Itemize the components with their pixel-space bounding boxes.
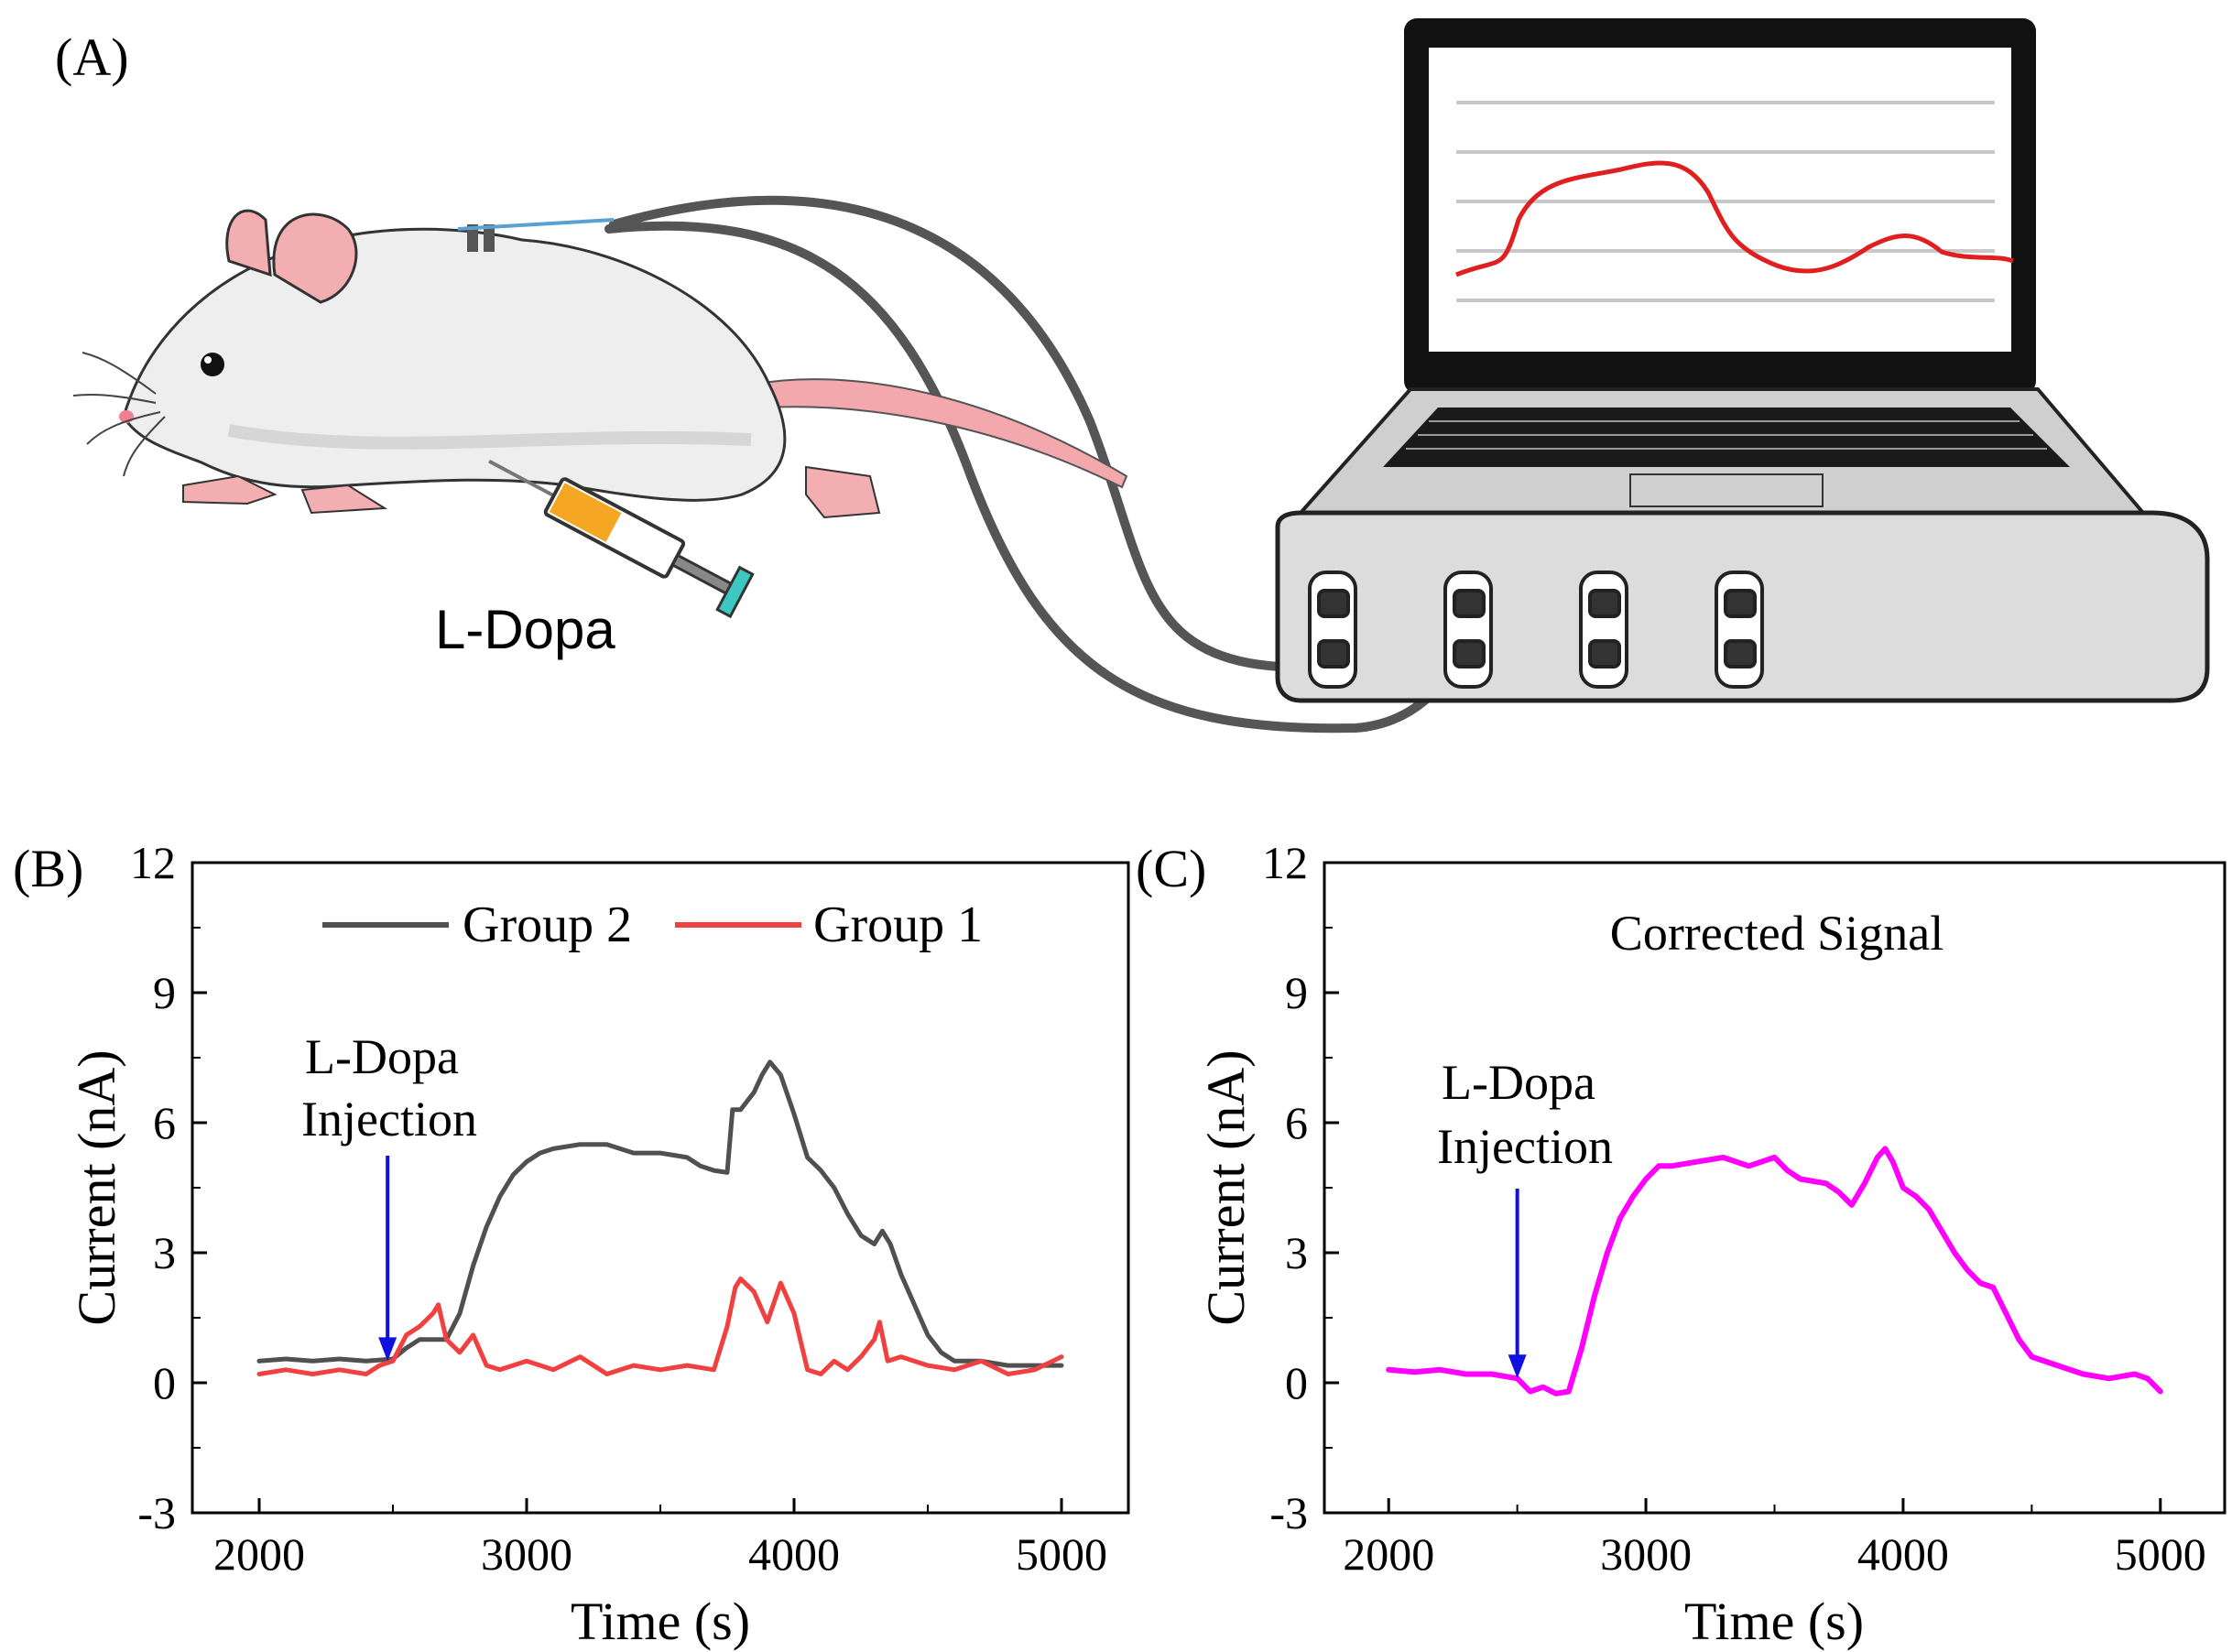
y-tick-label: 0 xyxy=(153,1357,176,1408)
electrode-cables xyxy=(604,195,1470,734)
y-tick-label: 3 xyxy=(153,1227,176,1278)
chart-b-plot-frame xyxy=(191,861,1130,1515)
panel-b-label: (B) xyxy=(13,839,83,898)
laptop-keyboard xyxy=(1383,408,2070,467)
chart-c-title: Corrected Signal xyxy=(1610,906,1943,961)
syringe-label: L-Dopa xyxy=(435,599,615,660)
series-line-group-2 xyxy=(256,1060,1064,1368)
chart-c-annotation: L-Dopa Injection xyxy=(1437,1055,1613,1379)
x-tick-label: 4000 xyxy=(748,1528,840,1580)
injection-arrowhead-c xyxy=(1508,1354,1527,1379)
x-tick-label: 4000 xyxy=(1857,1528,1949,1580)
x-tick-label: 2000 xyxy=(1343,1528,1434,1580)
device-ports xyxy=(1308,571,1764,689)
y-tick-label: 6 xyxy=(1285,1097,1308,1148)
laptop-trackpad xyxy=(1629,473,1824,507)
x-tick-label: 5000 xyxy=(1016,1528,1107,1580)
panel-c-label: (C) xyxy=(1136,839,1206,898)
y-tick-label: 9 xyxy=(153,967,176,1018)
y-tick-label: 9 xyxy=(1285,967,1308,1018)
y-tick-label: 3 xyxy=(1285,1227,1308,1278)
mouse-ear xyxy=(272,212,358,304)
y-tick-label: 12 xyxy=(1262,837,1308,888)
x-tick-label: 3000 xyxy=(481,1528,572,1580)
annotation-c-line1: L-Dopa xyxy=(1442,1055,1595,1110)
annotation-c-line2: Injection xyxy=(1437,1119,1613,1174)
chart-c-xlabel: Time (s) xyxy=(1684,1592,1864,1651)
y-tick-label: 12 xyxy=(130,837,176,888)
chart-c: 2000 3000 4000 5000 -3 0 3 6 9 12 Corrected Signa… xyxy=(1196,837,2227,1651)
chart-c-ylabel: Current (nA) xyxy=(1196,1049,1256,1325)
series-line-corrected-signal xyxy=(1386,1146,2163,1397)
syringe-icon xyxy=(488,459,755,619)
y-tick-label: 6 xyxy=(153,1097,176,1148)
legend-label-group-1: Group 1 xyxy=(813,897,983,953)
y-tick-label: 0 xyxy=(1285,1357,1308,1408)
chart-b-annotation: L-Dopa Injection xyxy=(301,1029,477,1362)
injection-arrowhead-b xyxy=(378,1337,397,1362)
chart-b-ylabel: Current (nA) xyxy=(67,1049,126,1325)
panel-a-label: (A) xyxy=(55,27,129,87)
mouse-tail xyxy=(749,378,1128,489)
head-electrode xyxy=(457,218,615,252)
annotation-b-line1: L-Dopa xyxy=(305,1029,459,1084)
series-line-group-1 xyxy=(256,1276,1064,1376)
x-tick-label: 2000 xyxy=(213,1528,305,1580)
chart-b-legend: Group 2 Group 1 xyxy=(322,897,983,953)
chart-b-ticks: 2000 3000 4000 5000 -3 0 3 6 9 12 xyxy=(130,837,1107,1580)
mouse-eye xyxy=(201,353,224,376)
y-tick-label: -3 xyxy=(1269,1487,1308,1538)
chart-b-xlabel: Time (s) xyxy=(571,1592,750,1651)
chart-c-ticks: 2000 3000 4000 5000 -3 0 3 6 9 12 xyxy=(1262,837,2206,1580)
y-tick-label: -3 xyxy=(137,1487,176,1538)
annotation-b-line2: Injection xyxy=(301,1092,477,1147)
mouse-feet xyxy=(182,465,881,519)
screen-gridlines xyxy=(1456,101,1995,302)
chart-b: 2000 3000 4000 5000 -3 0 3 6 9 12 Group 2 Group 1… xyxy=(67,837,1130,1651)
x-tick-label: 5000 xyxy=(2115,1528,2206,1580)
x-tick-label: 3000 xyxy=(1600,1528,1692,1580)
recording-device xyxy=(1275,18,2210,703)
screen-trace xyxy=(1455,160,2014,277)
legend-label-group-2: Group 2 xyxy=(463,897,632,953)
mouse-illustration xyxy=(72,209,1128,519)
chart-c-series xyxy=(1386,1146,2163,1397)
chart-b-series xyxy=(256,1060,1064,1376)
